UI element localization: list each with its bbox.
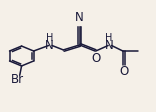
Text: H: H — [105, 33, 113, 43]
Text: H: H — [46, 33, 53, 43]
Text: N: N — [75, 11, 84, 25]
Text: O: O — [119, 65, 128, 78]
Text: O: O — [91, 52, 100, 65]
Text: N: N — [45, 39, 54, 52]
Text: Br: Br — [11, 73, 24, 86]
Text: N: N — [105, 39, 113, 52]
